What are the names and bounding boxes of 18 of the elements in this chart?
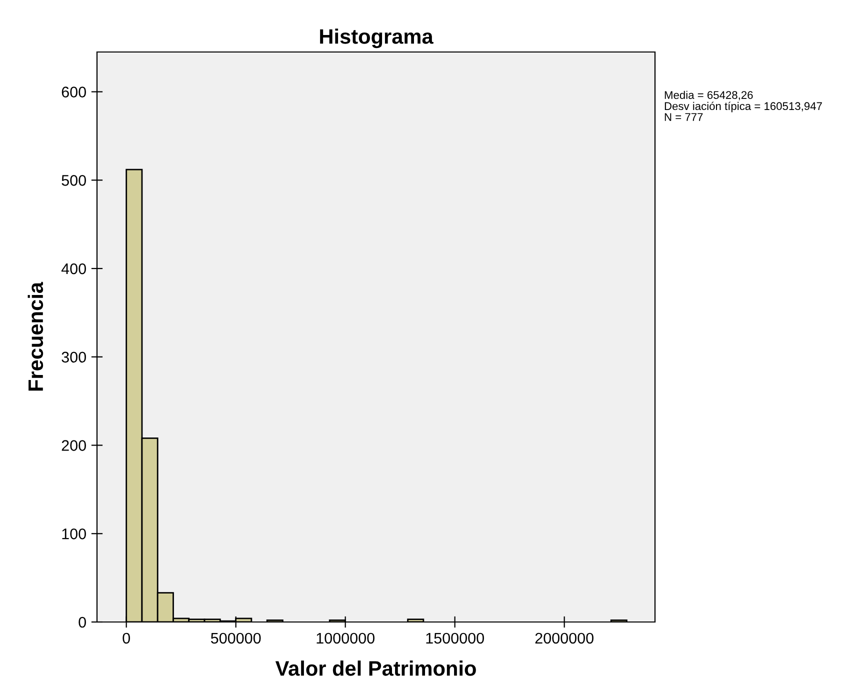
x-tick-label: 0	[122, 632, 130, 644]
y-tick-label: 400	[61, 263, 86, 274]
x-tick-label: 1000000	[316, 632, 374, 644]
text: N = 777	[664, 113, 703, 121]
y-tick-label: 500	[62, 175, 86, 186]
x-tick-label: 500000	[210, 632, 261, 644]
text: Media = 65428,26	[664, 90, 753, 100]
y-tick-label: 100	[62, 528, 86, 540]
y-axis-title: Frecuencia	[28, 282, 44, 391]
chart-title: Histograma	[320, 28, 434, 48]
y-tick-label: 600	[62, 86, 86, 98]
y-tick-label: 300	[62, 352, 86, 363]
x-tick-label: 2000000	[535, 632, 594, 644]
x-axis-title: Valor del Patrimonio	[275, 660, 476, 676]
text: Desv iación típica = 160513,947	[664, 102, 822, 112]
y-tick-label: 200	[62, 440, 86, 451]
x-tick-label: 1500000	[426, 632, 484, 644]
y-tick-label: 0	[78, 616, 86, 628]
